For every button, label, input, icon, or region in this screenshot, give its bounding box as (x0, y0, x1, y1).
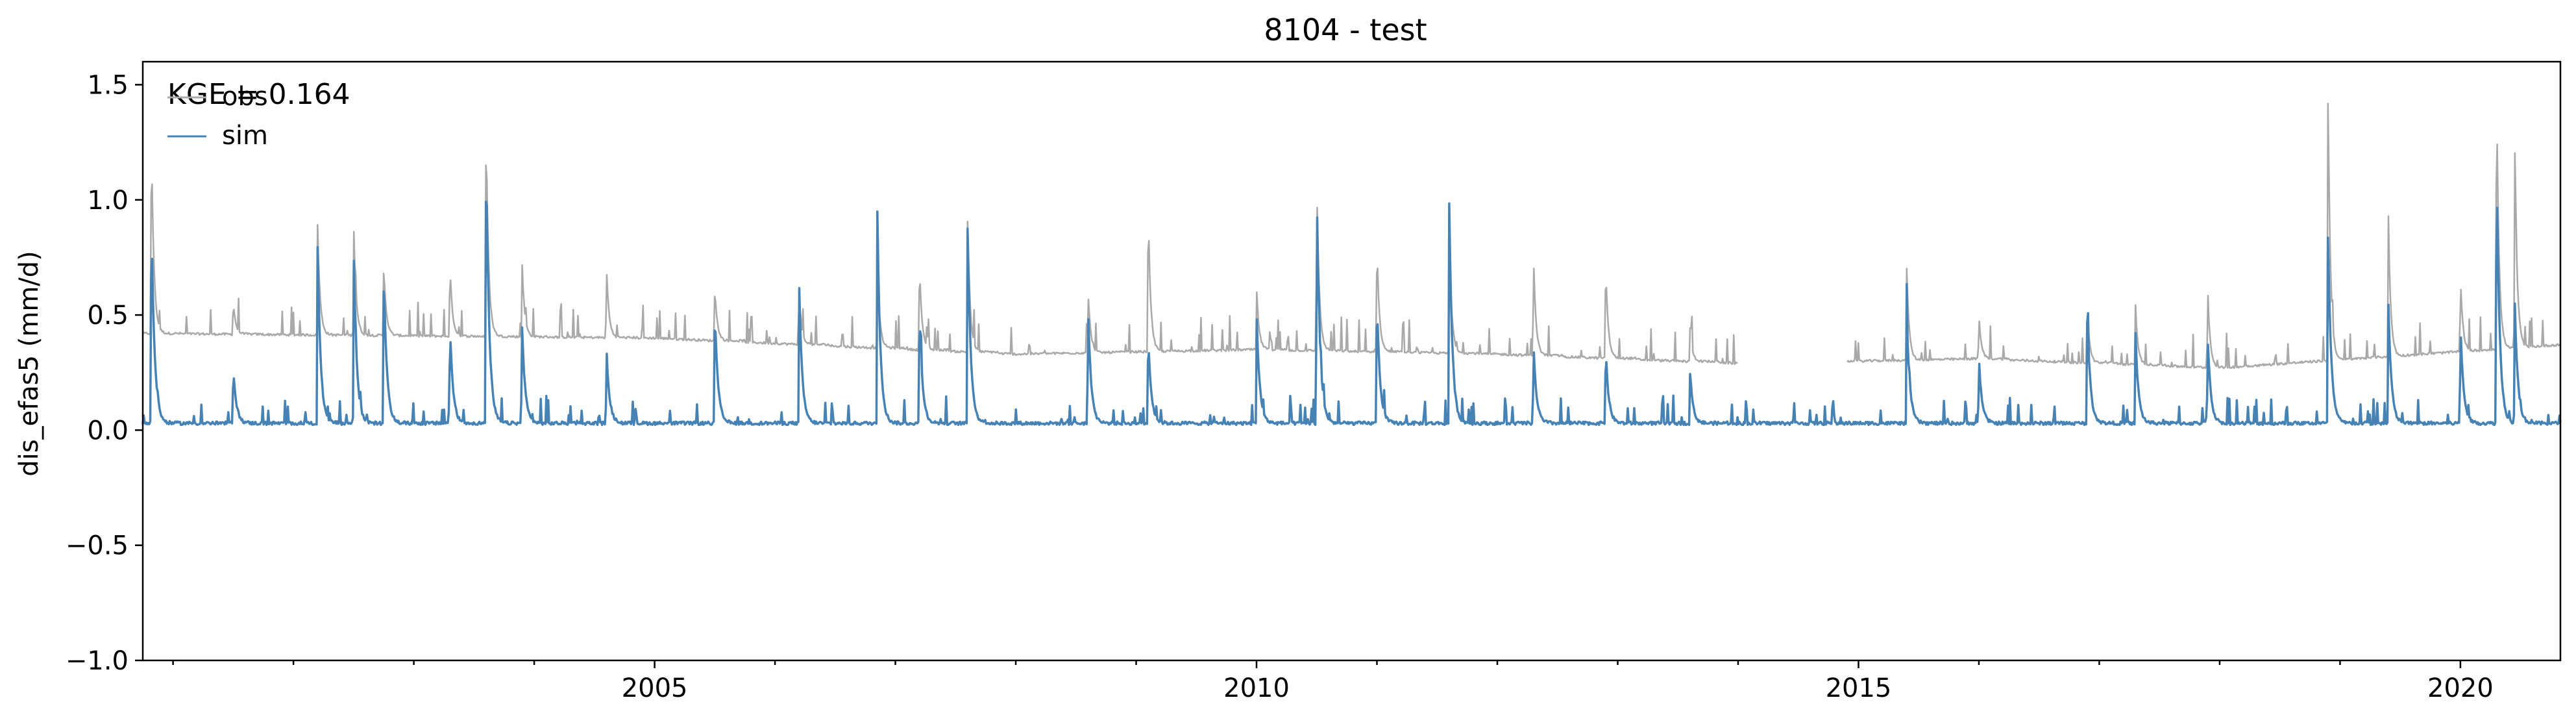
legend: KGE = 0.164 obs sim (167, 78, 350, 151)
y-tick-label: 1.5 (87, 70, 129, 100)
y-axis-label: dis_efas5 (mm/d) (14, 251, 44, 477)
series-line-obs (141, 103, 2560, 369)
series-line-sim (141, 200, 2562, 427)
y-tick-label: 1.0 (87, 186, 129, 216)
plot-frame (143, 62, 2560, 660)
x-tick-label: 2015 (1826, 673, 1892, 703)
x-axis-ticks: 2005 2010 2015 2020 (172, 660, 2494, 703)
x-tick-label: 2005 (622, 673, 688, 703)
plot-area (141, 60, 2562, 662)
y-tick-label: 0.0 (87, 416, 129, 445)
y-tick-label: −0.5 (66, 531, 129, 561)
x-tick-label: 2010 (1223, 673, 1290, 703)
kge-annotation: KGE = 0.164 (167, 78, 350, 111)
y-tick-label: 0.5 (87, 301, 129, 331)
y-axis-ticks: −1.0 −0.5 0.0 0.5 1.0 1.5 (66, 70, 143, 676)
legend-obs-label: obs (222, 82, 268, 112)
legend-sim-label: sim (222, 121, 268, 151)
series-layer (141, 103, 2562, 427)
y-tick-label: −1.0 (66, 646, 129, 676)
chart-title: 8104 - test (1264, 12, 1427, 47)
x-tick-label: 2020 (2427, 673, 2494, 703)
plot-border (141, 60, 2562, 662)
